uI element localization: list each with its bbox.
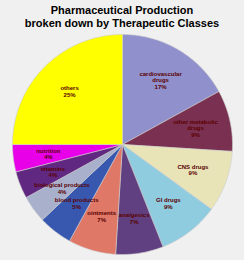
svg-text:other metabolicdrugs9%: other metabolicdrugs9% (173, 119, 218, 138)
svg-text:biological products4%: biological products4% (34, 182, 90, 195)
svg-text:blood products5%: blood products5% (55, 197, 99, 210)
svg-text:CNS drugs9%: CNS drugs9% (177, 164, 209, 177)
svg-text:analgesics7%: analgesics7% (119, 212, 150, 225)
svg-text:vitamins4%: vitamins4% (41, 166, 66, 179)
svg-text:GI drugs9%: GI drugs9% (156, 197, 181, 210)
svg-text:others25%: others25% (60, 85, 79, 98)
svg-text:ointments7%: ointments7% (87, 210, 116, 223)
svg-text:cardiovasculardrugs17%: cardiovasculardrugs17% (139, 71, 182, 90)
svg-text:nutrition4%: nutrition4% (36, 148, 61, 161)
html-text:Pharmaceutical Production brok: Pharmaceutical Production broken down by… (24, 4, 220, 29)
